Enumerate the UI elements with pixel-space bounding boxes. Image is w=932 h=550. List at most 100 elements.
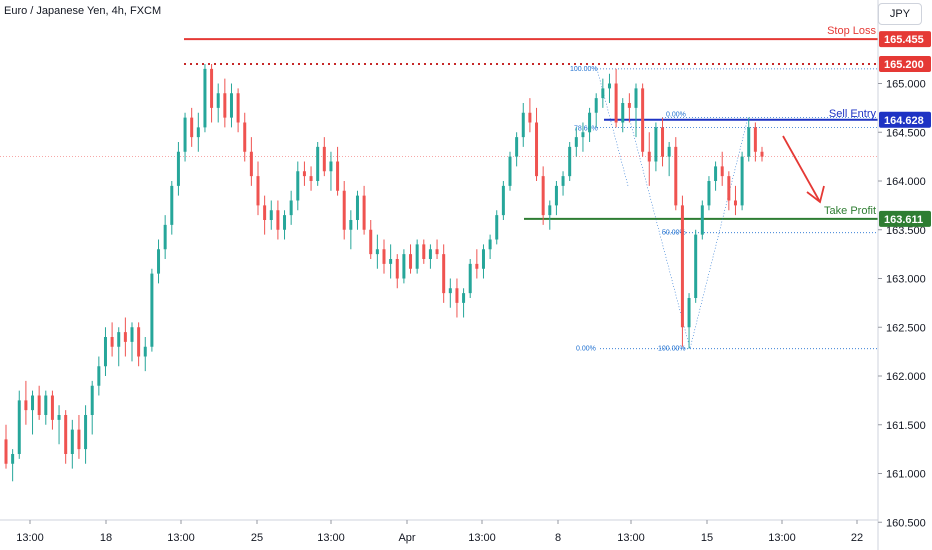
candle-body: [409, 254, 413, 269]
candle-body: [601, 88, 605, 99]
x-tick-label: 13:00: [317, 532, 345, 544]
candle-body: [11, 454, 15, 464]
candle-body: [130, 327, 134, 342]
candle-body: [4, 439, 8, 464]
time-axis: 13:00 18 13:00 25 13:00 Apr 13:00 8 13:00 15 13:00…: [0, 519, 878, 544]
candle-body: [448, 288, 452, 294]
x-tick-label: 13:00: [468, 532, 496, 544]
candle-body: [753, 127, 757, 152]
sell-entry-tag-bg: [879, 111, 931, 128]
candle-body: [70, 429, 74, 454]
candle-body: [720, 166, 724, 177]
candle-body: [740, 156, 744, 206]
candle-body: [581, 132, 585, 138]
sell-arrow-head: [806, 185, 825, 204]
y-tick-label: 163.000: [886, 274, 926, 286]
candle-body: [588, 112, 592, 133]
x-tick-label: 13:00: [16, 532, 44, 544]
candle-body: [355, 195, 359, 220]
candle-body: [329, 161, 333, 172]
candle-body: [336, 161, 340, 191]
fib-lower-label: 100.00%: [658, 346, 686, 353]
candle-body: [535, 122, 539, 177]
candle-body: [455, 288, 459, 303]
candle-body: [541, 176, 545, 216]
candle-body: [302, 171, 306, 177]
candle-body: [687, 298, 691, 328]
candle-body: [389, 259, 393, 264]
x-tick-label: 8: [555, 532, 561, 544]
candle-body: [495, 215, 499, 240]
sell-entry-label: Sell Entry: [829, 108, 877, 120]
candle-body: [760, 151, 764, 157]
stop-loss-tag-bg: [879, 31, 931, 48]
y-tick-label: 160.500: [886, 517, 926, 529]
stop-loss-label: Stop Loss: [827, 25, 876, 37]
candle-body: [24, 400, 28, 411]
candle-body: [137, 327, 141, 357]
x-tick-label: 13:00: [167, 532, 195, 544]
candle-body: [415, 244, 419, 269]
stop-loss-tag: 165.455: [884, 34, 924, 46]
candle-body: [50, 395, 54, 420]
sell-entry-tag: 164.628: [884, 115, 924, 127]
candle-body: [203, 68, 207, 128]
candle-body: [196, 127, 200, 138]
candle-body: [574, 137, 578, 147]
trade-levels: [184, 38, 878, 220]
candle-body: [31, 395, 35, 411]
candle-body: [680, 205, 684, 328]
candle-body: [117, 332, 121, 347]
candle-body: [561, 176, 565, 186]
candle-body: [475, 263, 479, 269]
candle-body: [283, 215, 287, 230]
candle-body: [462, 293, 466, 303]
candle-body: [621, 103, 625, 123]
candle-body: [528, 112, 532, 123]
sell-arrow-shaft: [782, 135, 821, 203]
x-tick-label: 22: [851, 532, 863, 544]
candle-body: [176, 151, 180, 186]
candle-body: [442, 254, 446, 294]
candle-body: [382, 249, 386, 264]
candle-body: [594, 98, 598, 113]
resistance-tag: 165.200: [884, 59, 924, 71]
candle-body: [243, 122, 247, 152]
candle-body: [733, 200, 737, 206]
level-labels: Stop Loss Sell Entry Take Profit 165.455 165…: [782, 25, 931, 227]
candle-body: [236, 93, 240, 123]
fib-lower-label: 0.00%: [666, 112, 686, 119]
fibonacci-tools: 100.00% 78.60% 0.00% 50.00% 0.00% 100.00%: [570, 66, 878, 353]
candle-body: [342, 190, 346, 230]
y-tick-label: 164.500: [886, 127, 926, 139]
candle-body: [276, 210, 280, 230]
candle-body: [714, 166, 718, 181]
candle-body: [229, 93, 233, 118]
candle-body: [501, 185, 505, 216]
candle-body: [349, 220, 353, 230]
candle-body: [727, 176, 731, 201]
y-tick-label: 162.500: [886, 322, 926, 334]
fib-upper-label: 78.60%: [574, 125, 598, 132]
candle-body: [694, 234, 698, 298]
candle-body: [481, 249, 485, 269]
take-profit-label: Take Profit: [824, 205, 876, 217]
candle-body: [256, 176, 260, 206]
y-tick-label: 164.000: [886, 176, 926, 188]
candle-body: [17, 400, 21, 454]
candle-body: [674, 146, 678, 206]
resistance-tag-bg: [879, 56, 931, 72]
fib-upper-trendline: [596, 68, 629, 186]
candle-body: [223, 93, 227, 118]
y-tick-label: 161.000: [886, 469, 926, 481]
candle-body: [249, 151, 253, 177]
candle-body: [521, 112, 525, 138]
candle-body: [123, 332, 127, 342]
candle-body: [90, 385, 94, 415]
candle-body: [84, 415, 88, 450]
x-tick-label: 15: [701, 532, 713, 544]
candle-body: [322, 146, 326, 172]
candle-body: [700, 205, 704, 235]
candle-body: [641, 88, 645, 152]
